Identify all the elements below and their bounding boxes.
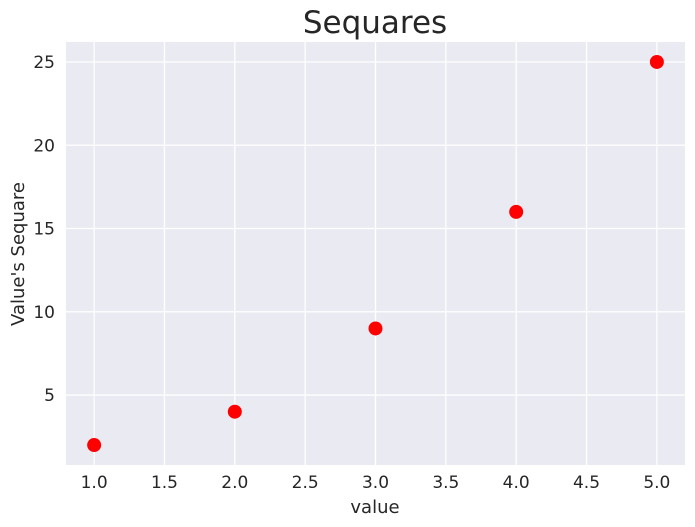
chart-title: Sequares [303, 5, 447, 41]
x-tick-label: 5.0 [643, 473, 670, 493]
x-tick-label: 1.5 [151, 473, 178, 493]
data-point [509, 204, 524, 219]
x-axis-label: value [350, 497, 399, 518]
x-tick-label: 4.5 [573, 473, 600, 493]
tick-labels: 1.0 1.5 2.0 2.5 3.0 3.5 4.0 4.5 5.0 5 10 15 20 25 [33, 53, 670, 493]
x-tick-label: 4.0 [503, 473, 530, 493]
data-point [87, 438, 102, 453]
grid-lines [66, 42, 685, 465]
data-point [649, 54, 664, 69]
x-tick-label: 3.0 [362, 473, 389, 493]
y-tick-label: 5 [44, 386, 55, 406]
data-point [227, 404, 242, 419]
data-points [87, 54, 664, 453]
x-tick-label: 3.5 [432, 473, 459, 493]
y-tick-label: 15 [33, 220, 55, 240]
data-point [368, 321, 383, 336]
x-tick-label: 2.0 [221, 473, 248, 493]
x-tick-label: 1.0 [81, 473, 108, 493]
y-tick-label: 10 [33, 303, 55, 323]
x-tick-label: 2.5 [292, 473, 319, 493]
y-axis-label: Value's Sequare [8, 182, 29, 326]
y-tick-label: 25 [33, 53, 55, 73]
y-tick-label: 20 [33, 136, 55, 156]
